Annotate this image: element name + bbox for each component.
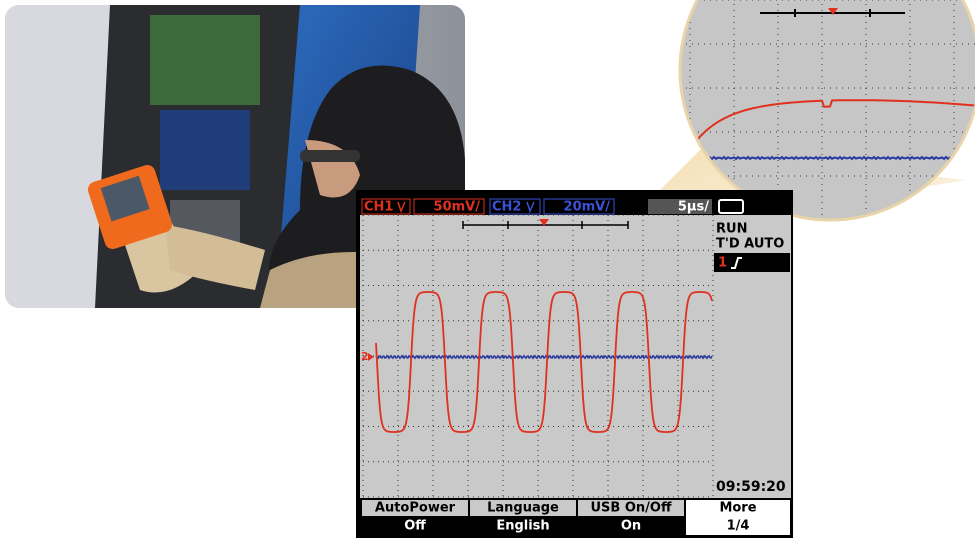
softkey-label[interactable]: Language [487, 501, 559, 516]
trigger-mode: T'D AUTO [716, 237, 784, 252]
ch2-marker: 2 [361, 350, 369, 363]
softkey-value[interactable]: On [621, 519, 641, 534]
scene: CH1 50mV/ CH2 20mV/ 5μs/ 2 RUN T'D AUTO … [0, 0, 975, 539]
clock: 09:59:20 [716, 479, 786, 495]
ch2-label: CH2 [492, 200, 521, 215]
softkey-value[interactable]: Off [404, 519, 426, 534]
timebase: 5μs/ [678, 200, 709, 215]
ch1-scale: 50mV/ [434, 200, 481, 215]
ch1-label: CH1 [364, 200, 393, 215]
softkey-value[interactable]: 1/4 [727, 519, 750, 534]
softkeys: AutoPower Off Language English USB On/Of… [360, 498, 791, 536]
run-status: RUN [716, 222, 747, 237]
softkey-value[interactable]: English [496, 519, 549, 534]
softkey-label[interactable]: USB On/Off [591, 501, 672, 516]
ch2-scale: 20mV/ [564, 200, 611, 215]
softkey-label[interactable]: More [719, 501, 756, 516]
softkey-label[interactable]: AutoPower [375, 501, 456, 516]
trigger-source: 1 [718, 256, 727, 271]
